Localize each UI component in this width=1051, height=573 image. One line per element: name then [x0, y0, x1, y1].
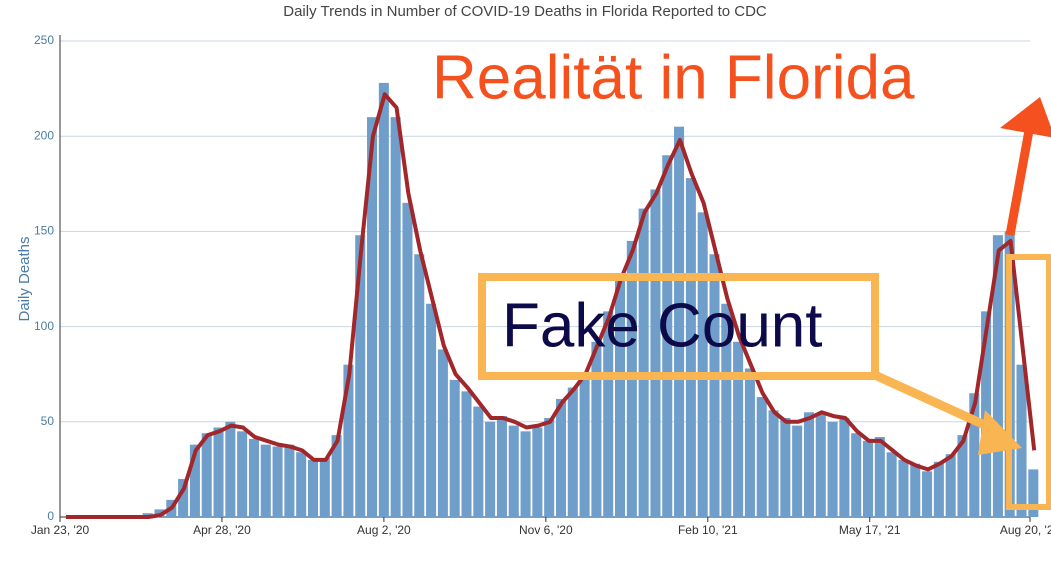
bar — [697, 212, 708, 518]
bar — [898, 459, 909, 517]
bar — [1016, 364, 1027, 517]
bar — [225, 421, 236, 517]
bar — [213, 427, 224, 517]
y-tick-label: 50 — [41, 414, 55, 428]
bar — [969, 393, 980, 517]
bar — [945, 454, 956, 517]
bar — [248, 438, 259, 517]
bar — [284, 444, 295, 517]
y-tick-label: 0 — [47, 509, 54, 523]
bar — [355, 235, 366, 517]
bar — [178, 478, 189, 517]
bar — [520, 431, 531, 517]
x-tick-label: Apr 28, '20 — [193, 523, 251, 537]
bar — [662, 155, 673, 518]
bar — [733, 341, 744, 517]
bar — [189, 444, 200, 517]
bar — [744, 368, 755, 517]
chart-title: Daily Trends in Number of COVID-19 Death… — [283, 3, 767, 20]
y-tick-label: 100 — [34, 319, 54, 333]
bar — [426, 303, 437, 517]
bar — [402, 202, 413, 517]
box — [1006, 254, 1051, 510]
bar — [922, 471, 933, 517]
y-axis-label: Daily Deaths — [16, 236, 33, 321]
bar — [615, 273, 626, 517]
annotation: Realität in Florida — [432, 43, 915, 112]
x-tick-label: Aug 20, '21 — [1000, 523, 1051, 537]
bar — [154, 509, 165, 517]
bar — [296, 452, 307, 517]
arrow-head — [1000, 97, 1051, 138]
box — [478, 273, 879, 380]
bar — [650, 189, 661, 517]
bar — [1028, 469, 1039, 517]
bar — [437, 349, 448, 517]
bar — [260, 444, 271, 517]
y-tick-label: 150 — [34, 224, 54, 238]
bar — [567, 387, 578, 517]
x-tick-label: Feb 10, '21 — [678, 523, 738, 537]
bar — [851, 433, 862, 517]
bar — [862, 440, 874, 517]
bar — [933, 461, 944, 517]
bar — [579, 372, 590, 517]
bar — [756, 397, 767, 517]
bar — [957, 435, 968, 517]
bar — [886, 452, 897, 517]
annotations: Realität in Florida Fake Count — [432, 43, 1051, 510]
bar — [780, 417, 791, 517]
bar — [307, 459, 319, 517]
bar — [449, 379, 460, 517]
bar — [591, 341, 602, 517]
bar — [721, 303, 732, 517]
bar — [803, 412, 814, 517]
bar — [603, 311, 614, 517]
x-tick-label: Aug 2, '20 — [357, 523, 411, 537]
y-tick-label: 250 — [34, 33, 54, 47]
bar — [992, 235, 1003, 517]
bar — [792, 425, 803, 517]
bar — [414, 254, 425, 518]
bar — [874, 437, 885, 517]
bar — [709, 254, 720, 518]
bar — [473, 406, 484, 517]
arrow — [875, 371, 1002, 437]
bar — [839, 417, 850, 517]
bar — [768, 410, 779, 517]
bar — [378, 82, 389, 517]
bar — [485, 421, 496, 517]
bar — [319, 457, 330, 517]
x-tick-label: Jan 23, '20 — [31, 523, 90, 537]
bar — [638, 208, 649, 517]
bar — [272, 446, 283, 517]
x-tick-label: May 17, '21 — [839, 523, 901, 537]
bar — [237, 431, 248, 517]
bar — [910, 463, 921, 517]
line — [65, 92, 1037, 519]
bar — [827, 421, 838, 517]
bar — [390, 117, 401, 517]
bar — [685, 178, 696, 517]
bar — [343, 364, 354, 517]
bar — [496, 416, 507, 517]
bar — [544, 417, 555, 517]
x-tick-label: Nov 6, '20 — [519, 523, 573, 537]
bar — [461, 391, 472, 517]
arrow — [1005, 124, 1035, 236]
bar — [555, 398, 567, 517]
annotation: Fake Count — [502, 291, 823, 360]
bar — [508, 425, 519, 517]
bar — [331, 435, 342, 517]
bar — [367, 117, 378, 517]
bar — [815, 414, 826, 517]
bar — [532, 427, 543, 517]
y-tick-label: 200 — [34, 128, 54, 142]
bar — [201, 433, 212, 517]
bar — [674, 126, 685, 518]
